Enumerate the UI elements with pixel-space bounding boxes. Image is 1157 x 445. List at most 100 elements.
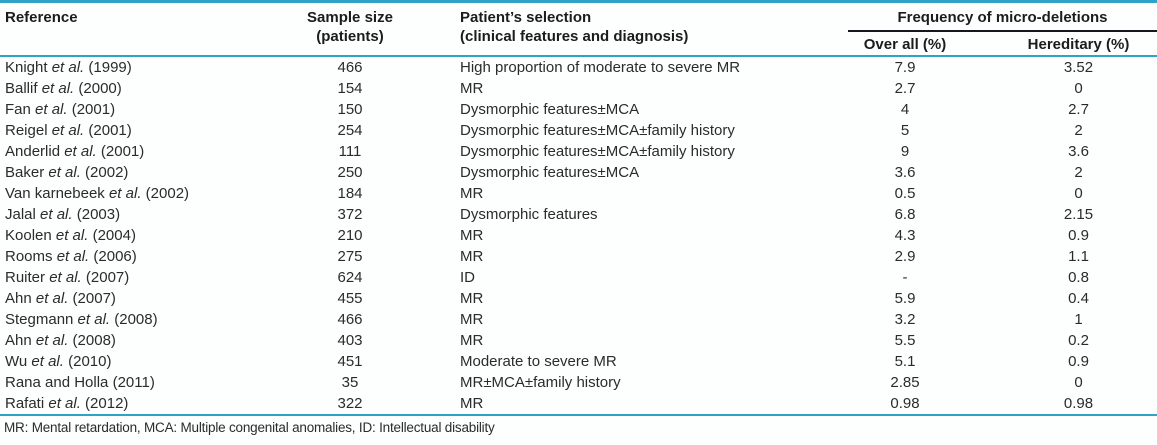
cell-overall-percent: 9 [900,143,910,160]
cell-hereditary-percent: 1 [1074,311,1083,328]
table-header-row: Reference Sample size (patients) Patient… [0,3,1157,55]
column-header-sample-size: Sample size (patients) [280,8,420,55]
table-row: Wu et al. (2010) 451 Moderate to severe MR… [0,351,1157,372]
cell-sample-size: 403 [337,332,363,349]
cell-overall-percent: 4.3 [894,227,916,244]
cell-reference: Ballif et al. (2000) [5,80,122,97]
table-row: Van karnebeek et al. (2002) 184 MR 0.5 0 [0,183,1157,204]
table-row: Rooms et al. (2006) 275 MR 2.9 1.1 [0,246,1157,267]
cell-overall-percent: 2.9 [894,248,916,265]
cell-selection: High proportion of moderate to severe MR [460,59,741,76]
cell-hereditary-percent: 0.9 [1068,353,1089,370]
cell-selection: Dysmorphic features±MCA±family history [460,143,735,160]
cell-hereditary-percent: 3.6 [1068,143,1089,160]
cell-sample-size: 275 [337,248,363,265]
cell-sample-size: 372 [337,206,363,223]
cell-hereditary-percent: 2.15 [1063,206,1094,223]
table-row: Jalal et al. (2003) 372 Dysmorphic feature… [0,204,1157,225]
cell-selection: MR±MCA±family history [460,374,621,391]
table-row: Knight et al. (1999) 466 High proportion o… [0,57,1157,78]
cell-selection: MR [460,80,484,97]
cell-sample-size: 254 [337,122,363,139]
cell-selection: Dysmorphic features±MCA±family history [460,122,735,139]
cell-hereditary-percent: 0.2 [1068,332,1089,349]
cell-selection: MR [460,311,484,328]
cell-reference: Ahn et al. (2008) [5,332,116,349]
cell-sample-size: 466 [337,59,363,76]
cell-sample-size: 624 [337,269,363,286]
table-row: Baker et al. (2002) 250 Dysmorphic feature… [0,162,1157,183]
cell-sample-size: 250 [337,164,363,181]
column-header-patient-selection: Patient’s selection (clinical features a… [420,8,830,55]
frequency-subheader-row: Over all (%) Hereditary (%) [830,35,1157,54]
cell-hereditary-percent: 0 [1074,185,1083,202]
abbreviations-footnote: MR: Mental retardation, MCA: Multiple co… [4,420,495,435]
cell-hereditary-percent: 3.52 [1063,59,1094,76]
cell-reference: Koolen et al. (2004) [5,227,136,244]
cell-reference: Wu et al. (2010) [5,353,112,370]
cell-sample-size: 111 [338,143,362,160]
table-row: Ballif et al. (2000) 154 MR 2.7 0 [0,78,1157,99]
cell-reference: Ruiter et al. (2007) [5,269,130,286]
cell-reference: Stegmann et al. (2008) [5,311,158,328]
column-header-sample-size-line1: Sample size [307,9,393,26]
cell-hereditary-percent: 0.98 [1063,395,1094,412]
table-row: Ahn et al. (2008) 403 MR 5.5 0.2 [0,330,1157,351]
cell-hereditary-percent: 2.7 [1068,101,1089,118]
cell-sample-size: 35 [341,374,359,391]
table-row: Rafati et al. (2012) 322 MR 0.98 0.98 [0,393,1157,414]
cell-sample-size: 451 [337,353,363,370]
table-row: Rana and Holla (2011) 35 MR±MCA±family his… [0,372,1157,393]
cell-selection: ID [460,269,475,286]
column-header-hereditary: Hereditary (%) [1027,36,1130,53]
bottom-rule [0,414,1157,416]
cell-reference: Reigel et al. (2001) [5,122,132,139]
cell-overall-percent: 5.1 [894,353,916,370]
column-group-frequency: Frequency of micro-deletions Over all (%… [830,8,1157,55]
cell-reference: Rafati et al. (2012) [5,395,129,412]
cell-overall-percent: 5.5 [894,332,916,349]
cell-selection: MR [460,227,484,244]
cell-overall-percent: 3.2 [894,311,916,328]
cell-overall-percent: - [902,269,908,286]
table-row: Ruiter et al. (2007) 624 ID - 0.8 [0,267,1157,288]
cell-reference: Fan et al. (2001) [5,101,116,118]
cell-sample-size: 466 [337,311,363,328]
column-header-patient-selection-line2: (clinical features and diagnosis) [460,28,689,45]
cell-sample-size: 455 [337,290,363,307]
cell-reference: Baker et al. (2002) [5,164,129,181]
cell-reference: Rana and Holla (2011) [5,374,155,391]
table-body: Knight et al. (1999) 466 High proportion o… [0,57,1157,414]
column-header-patient-selection-line1: Patient’s selection [460,9,592,26]
table-row: Fan et al. (2001) 150 Dysmorphic features±… [0,99,1157,120]
cell-overall-percent: 4 [900,101,910,118]
cell-reference: Ahn et al. (2007) [5,290,116,307]
cell-hereditary-percent: 0.4 [1068,290,1089,307]
cell-hereditary-percent: 0 [1074,80,1083,97]
cell-hereditary-percent: 2 [1074,164,1083,181]
cell-overall-percent: 2.7 [894,80,916,97]
cell-sample-size: 210 [337,227,363,244]
cell-hereditary-percent: 0.8 [1068,269,1089,286]
cell-overall-percent: 0.5 [894,185,916,202]
column-group-frequency-title: Frequency of micro-deletions [897,9,1108,26]
cell-selection: MR [460,395,484,412]
cell-selection: Dysmorphic features [460,206,598,223]
cell-reference: Van karnebeek et al. (2002) [5,185,190,202]
cell-overall-percent: 0.98 [890,395,920,412]
cell-sample-size: 184 [337,185,363,202]
cell-hereditary-percent: 1.1 [1068,248,1089,265]
cell-hereditary-percent: 0 [1074,374,1083,391]
cell-sample-size: 150 [337,101,363,118]
column-header-overall: Over all (%) [863,36,947,53]
top-rule [0,0,1157,3]
header-divider-rule [0,55,1157,57]
cell-hereditary-percent: 2 [1074,122,1083,139]
cell-selection: MR [460,248,484,265]
cell-selection: Moderate to severe MR [460,353,617,370]
cell-reference: Knight et al. (1999) [5,59,132,76]
cell-selection: Dysmorphic features±MCA [460,164,640,181]
cell-sample-size: 154 [337,80,363,97]
cell-reference: Jalal et al. (2003) [5,206,121,223]
cell-selection: MR [460,185,484,202]
